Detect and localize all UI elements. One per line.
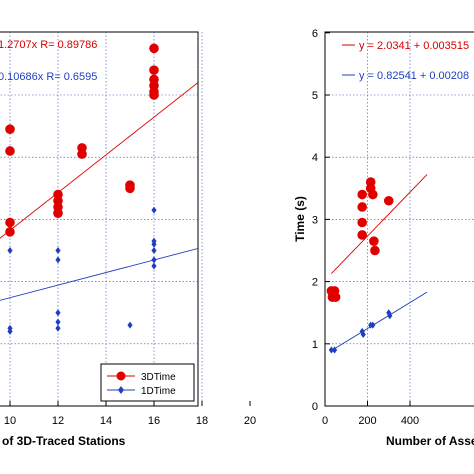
y-tick-label: 1 [312,339,318,351]
x-tick-label: 12 [52,415,64,427]
trend-line [0,247,198,301]
data-point-diamond [55,318,61,326]
left-annotation-red: 1.2707x R= 0.89786 [0,39,97,51]
right-y-axis-label: Time (s) [293,196,307,242]
y-tick-label: 0 [312,401,318,413]
left-legend: 3DTime 1DTime [100,363,195,402]
data-point-diamond [127,321,133,329]
x-tick-label: 16 [148,415,160,427]
data-point-circle [197,36,198,42]
right-points [326,177,394,354]
right-gridlines [325,32,474,406]
left-x-axis-label: of 3D-Traced Stations [2,434,126,448]
right-fit-lines [331,174,428,352]
legend-3dtime-label: 3DTime [141,372,176,383]
data-point-circle [5,146,15,156]
data-point-diamond [151,206,157,214]
right-plot-frame [324,31,474,407]
data-point-circle [357,230,367,240]
y-tick-label: 4 [312,152,318,164]
data-point-circle [357,217,367,228]
data-point-diamond [55,256,61,264]
data-point-diamond [387,312,393,320]
data-point-circle [368,189,378,200]
left-annotation-blue: 0.10686x R= 0.6595 [0,71,97,83]
data-point-circle [149,90,159,100]
data-point-diamond [151,240,157,248]
x-tick-label: 400 [401,415,419,427]
data-point-diamond [55,324,61,332]
data-point-circle [53,208,63,218]
data-point-circle [370,245,380,256]
data-point-diamond [7,247,13,254]
data-point-diamond [328,346,334,354]
left-chart: 10 12 14 16 18 20 1.2707x R= 0.89786 0.10686x… [0,31,256,448]
data-point-diamond [55,309,61,317]
left-fit-lines [0,82,198,301]
data-point-circle [357,202,367,212]
x-tick-label: 18 [196,415,208,427]
data-point-circle [383,195,394,206]
right-y-tick-labels: 0 1 2 3 4 5 6 [312,28,330,413]
data-point-diamond [370,321,376,329]
left-x-tick-labels: 10 12 14 16 18 20 [4,401,256,427]
legend-3dtime-marker [116,371,126,381]
legend-1dtime-label: 1DTime [141,386,176,397]
right-annotation-blue: y = 0.82541 + 0.00208 [359,70,469,82]
trend-line [0,82,198,239]
left-legend-box [100,363,195,402]
data-point-circle [149,65,159,75]
x-tick-label: 10 [4,415,16,427]
data-point-circle [357,189,367,200]
x-tick-label: 200 [358,415,376,427]
data-point-circle [369,236,379,246]
x-tick-label: 14 [100,415,112,427]
data-point-diamond [151,247,157,254]
y-tick-label: 6 [312,28,318,40]
data-point-circle [149,43,159,54]
data-point-circle [5,227,15,237]
trend-line [331,174,428,274]
data-point-diamond [331,346,338,354]
x-tick-label: 0 [322,415,328,427]
data-point-diamond [7,327,13,335]
data-point-circle [5,217,15,228]
data-point-circle [77,149,87,159]
data-point-diamond [360,330,366,338]
x-tick-label: 20 [244,415,256,427]
data-point-diamond [151,262,157,270]
right-x-axis-label: Number of Asse [386,434,474,448]
legend-1dtime-marker [118,386,124,394]
data-point-diamond [151,256,157,264]
left-plot-frame [0,31,199,407]
left-points [5,36,198,335]
data-point-circle [330,292,341,302]
right-x-tick-labels: 0 200 400 [322,401,419,427]
y-tick-label: 2 [312,277,318,289]
data-point-circle [5,124,15,135]
y-tick-label: 3 [312,214,318,226]
trend-line [331,291,428,352]
data-point-diamond [55,247,61,254]
right-annotation-red: y = 2.0341 + 0.003515 [359,40,469,52]
y-tick-label: 5 [312,90,318,102]
data-point-circle [125,183,135,194]
right-chart: 0 200 400 0 1 2 3 4 5 6 y = 2.0341 + 0.003515 y … [293,28,474,448]
data-point-circle [197,64,198,70]
